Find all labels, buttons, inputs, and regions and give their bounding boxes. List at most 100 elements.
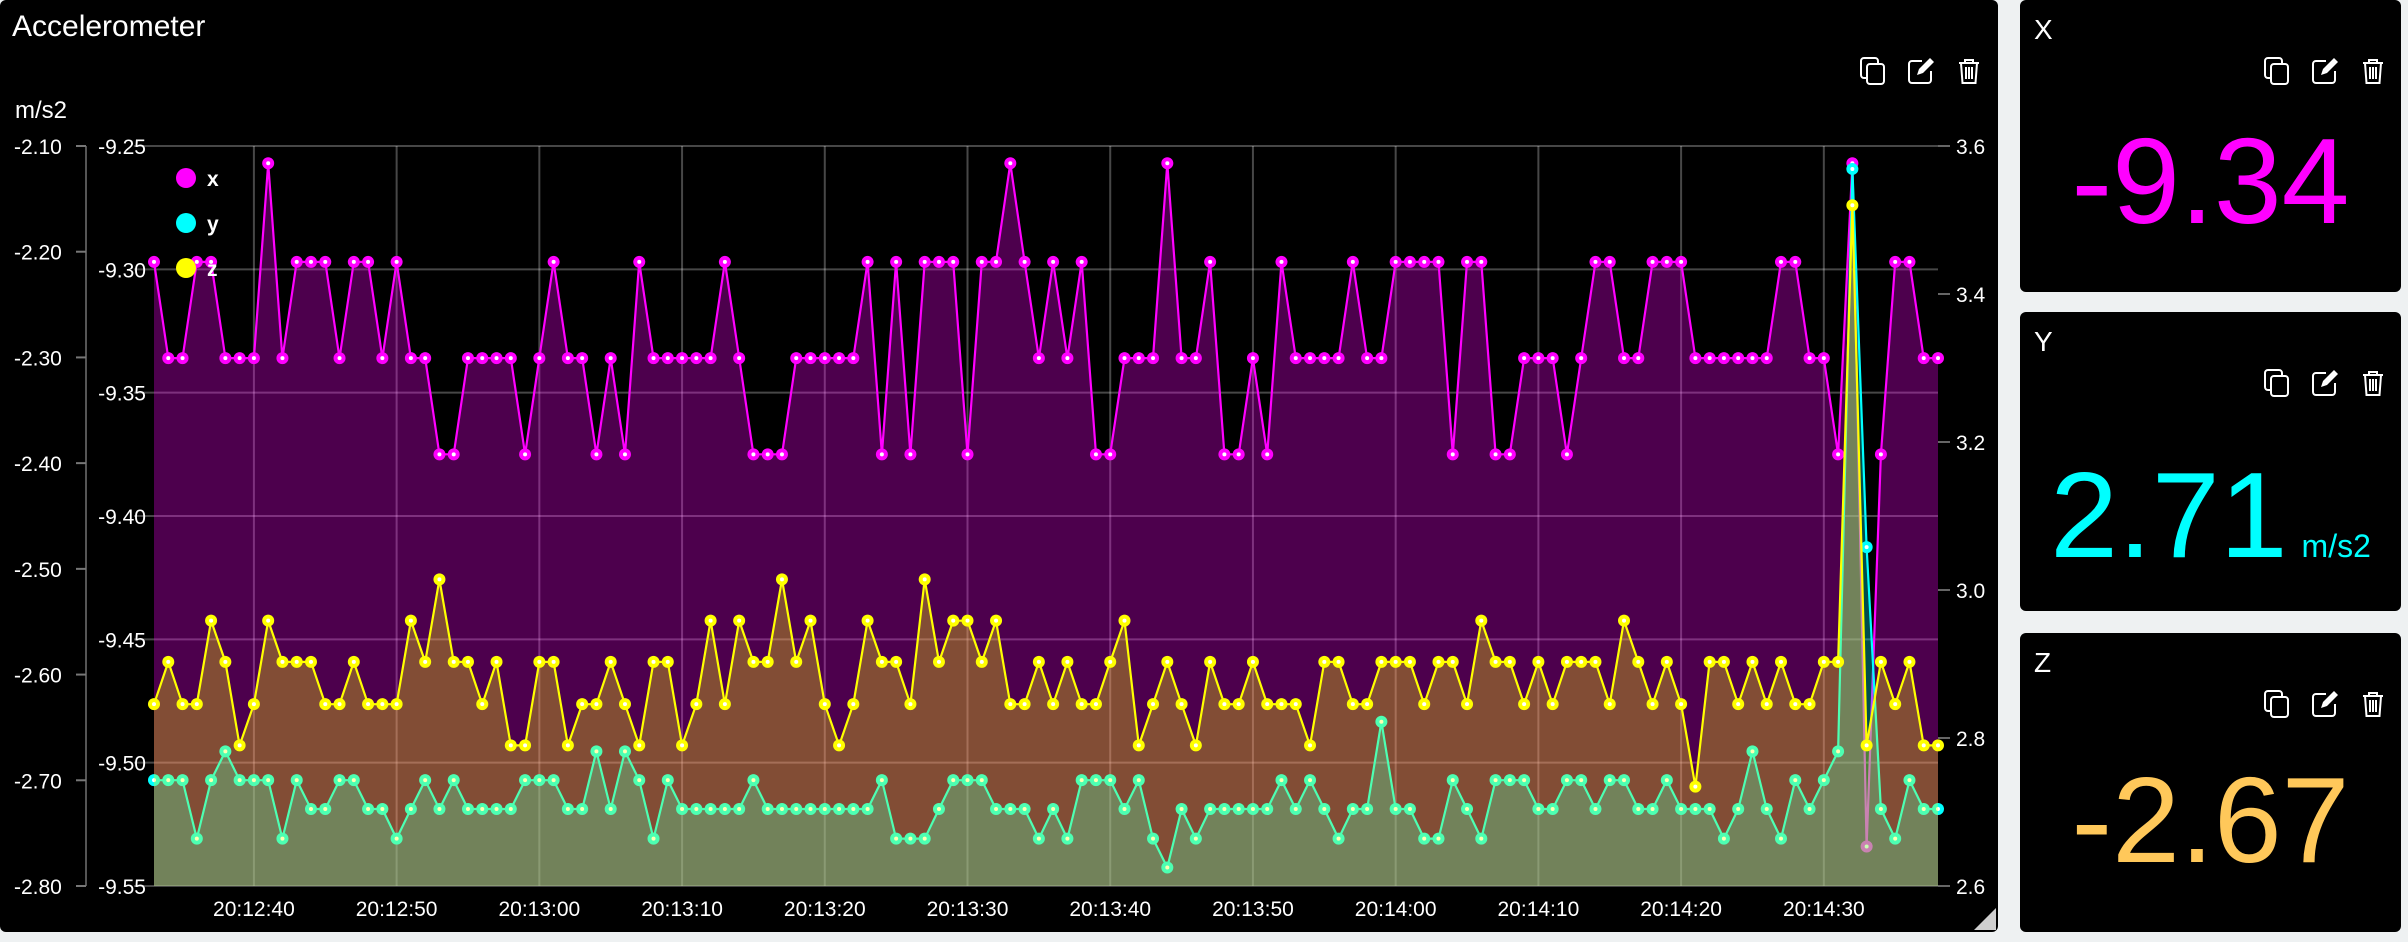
trash-icon[interactable] [2358, 368, 2388, 398]
series-y-point-center [1350, 807, 1355, 812]
series-x-point-center [251, 356, 256, 361]
widget-x: X -9.34 [2020, 0, 2401, 292]
edit-icon[interactable] [2310, 689, 2340, 719]
x-tick-label: 20:14:00 [1355, 898, 1437, 921]
series-x-point-center [1093, 452, 1098, 457]
series-y-point-center [894, 836, 899, 841]
series-x-point-center [1407, 259, 1412, 264]
series-y-point-center [1236, 807, 1241, 812]
series-z-point-center [1821, 659, 1826, 664]
series-y-point-center [580, 807, 585, 812]
series-z-point-center [280, 659, 285, 664]
copy-icon[interactable] [2262, 368, 2292, 398]
unit-label: m/s2 [15, 97, 67, 124]
series-x-point-center [1165, 161, 1170, 166]
series-y-point-center [1393, 807, 1398, 812]
series-y-point-center [1721, 836, 1726, 841]
series-y-point-center [266, 778, 271, 783]
series-y-point-center [1465, 807, 1470, 812]
copy-icon[interactable] [2262, 56, 2292, 86]
series-x-point-center [166, 356, 171, 361]
z-axis-tick-label: -2.30 [14, 347, 62, 370]
series-x-point-center [837, 356, 842, 361]
series-y-point-center [1208, 807, 1213, 812]
series-x-point-center [551, 259, 556, 264]
series-z-point-center [580, 702, 585, 707]
legend-marker-y [176, 213, 196, 233]
trash-icon[interactable] [2358, 689, 2388, 719]
series-z-point-center [1693, 784, 1698, 789]
copy-icon[interactable] [2262, 689, 2292, 719]
series-z-point-center [1407, 659, 1412, 664]
series-x-point-center [1336, 356, 1341, 361]
series-y-point-center [1479, 836, 1484, 841]
series-z-point-center [1622, 618, 1627, 623]
series-y-point-center [1821, 778, 1826, 783]
series-y-point-center [751, 778, 756, 783]
series-y-point-center [979, 778, 984, 783]
x-tick-label: 20:14:20 [1640, 898, 1722, 921]
series-z-point-center [1350, 702, 1355, 707]
series-x-point-center [380, 356, 385, 361]
series-x-point-center [1465, 259, 1470, 264]
series-x-point-center [494, 356, 499, 361]
series-y-point-center [1336, 836, 1341, 841]
series-z-point-center [822, 702, 827, 707]
series-y-point-center [537, 778, 542, 783]
series-z-point-center [237, 743, 242, 748]
series-z-point-center [1079, 702, 1084, 707]
series-z-point-center [1122, 618, 1127, 623]
series-z-point-center [1807, 702, 1812, 707]
series-z-point-center [1365, 702, 1370, 707]
trash-icon[interactable] [2358, 56, 2388, 86]
series-z-point-center [1650, 702, 1655, 707]
series-z-point-center [1936, 743, 1940, 748]
series-z-point-center [1593, 659, 1598, 664]
series-z-point-center [994, 618, 999, 623]
series-x-point-center [1151, 356, 1156, 361]
series-y-point-center [608, 807, 613, 812]
series-z-point-center [1636, 659, 1641, 664]
series-x-point-center [194, 259, 199, 264]
series-x-point-center [523, 452, 528, 457]
series-x-point-center [266, 161, 271, 166]
series-y-point-center [708, 807, 713, 812]
series-y-point-center [337, 778, 342, 783]
x-axis-tick-label: -9.30 [98, 259, 146, 282]
x-axis-tick-label: -9.45 [98, 629, 146, 652]
series-x-point-center [1208, 259, 1213, 264]
series-y-point-center [380, 807, 385, 812]
series-y-point-center [680, 807, 685, 812]
series-y-point-center [994, 807, 999, 812]
series-z-point-center [594, 702, 599, 707]
series-x-point-center [1279, 259, 1284, 264]
series-x-point-center [994, 259, 999, 264]
series-z-point-center [608, 659, 613, 664]
series-x-point-center [1122, 356, 1127, 361]
series-z-point-center [166, 659, 171, 664]
series-y-point-center [637, 778, 642, 783]
series-z-point-center [637, 743, 642, 748]
series-y-point-center [1878, 807, 1883, 812]
series-z-point-center [922, 577, 927, 582]
resize-handle[interactable] [1974, 908, 1996, 930]
edit-icon[interactable] [2310, 368, 2340, 398]
edit-icon[interactable] [2310, 56, 2340, 86]
series-z-point-center [908, 702, 913, 707]
series-z-point-center [1779, 659, 1784, 664]
series-z-point-center [1850, 203, 1855, 208]
series-y-point-center [1564, 778, 1569, 783]
series-x-point-center [1522, 356, 1527, 361]
series-y-point-center [1179, 807, 1184, 812]
series-z-point-center [651, 659, 656, 664]
series-z-point-center [1222, 702, 1227, 707]
series-x-point-center [537, 356, 542, 361]
series-x-point-center [152, 259, 156, 264]
widget-z: Z -2.67 [2020, 633, 2401, 932]
series-y-point-center [1151, 836, 1156, 841]
series-x-point-center [1693, 356, 1698, 361]
series-x-point-center [1821, 356, 1826, 361]
series-x-point-center [480, 356, 485, 361]
series-z-point-center [209, 618, 214, 623]
series-y-point-center [1322, 807, 1327, 812]
